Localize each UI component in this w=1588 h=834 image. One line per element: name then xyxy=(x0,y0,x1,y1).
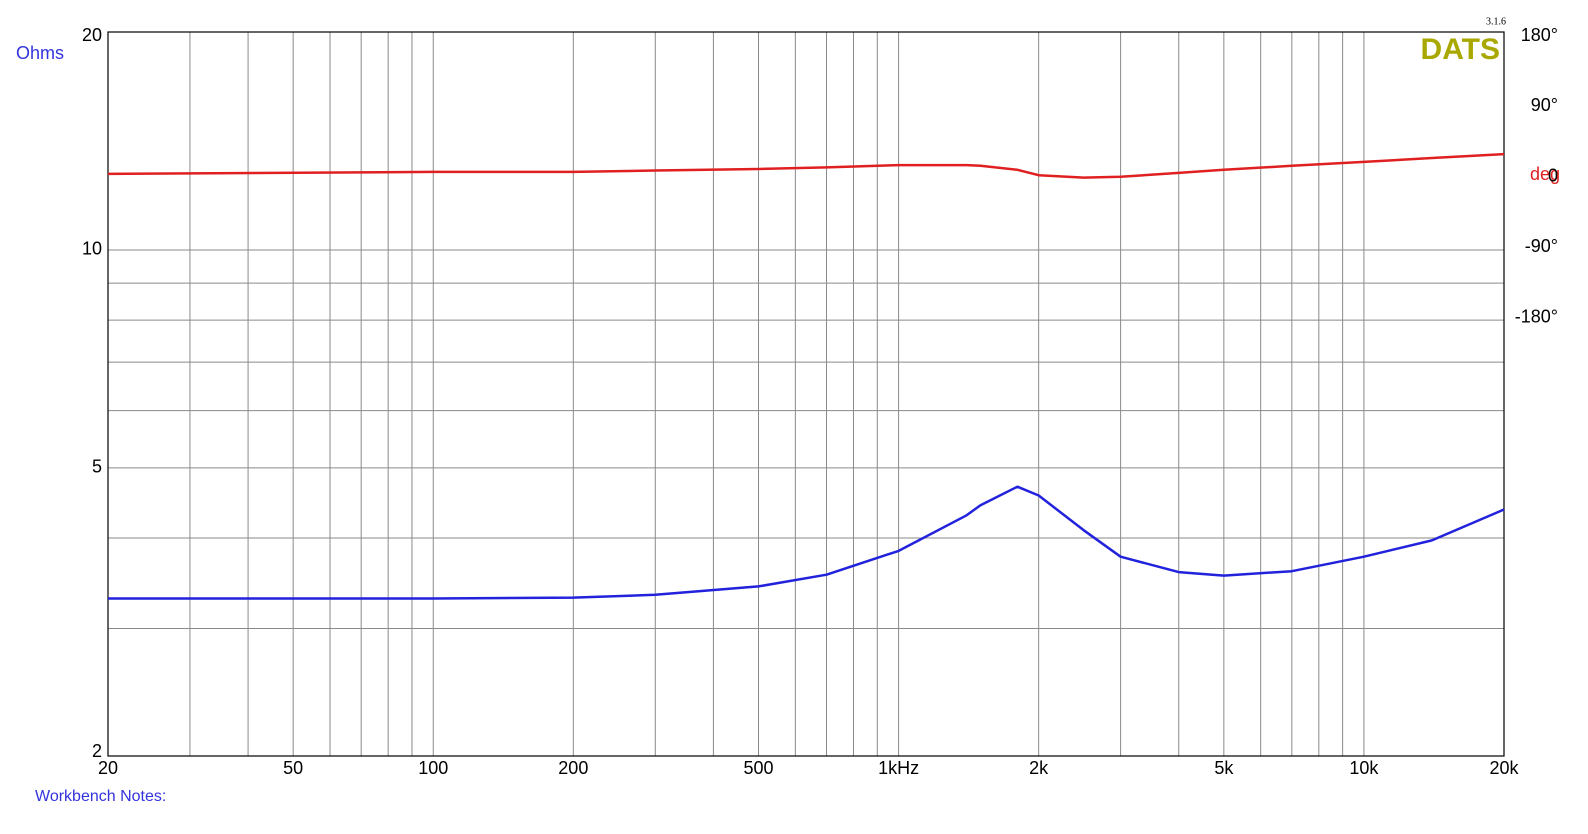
y2-tick-label: 0 xyxy=(1548,166,1558,186)
x-tick-label: 50 xyxy=(283,758,303,778)
y2-tick-label: 180° xyxy=(1521,25,1558,45)
plot-border xyxy=(107,31,1505,757)
y-tick-label: 10 xyxy=(82,239,102,259)
x-tick-label: 20k xyxy=(1489,758,1519,778)
y-tick-label: 5 xyxy=(92,457,102,477)
y-axis-label: Ohms xyxy=(16,43,64,63)
x-tick-label: 5k xyxy=(1214,758,1234,778)
x-tick-label: 100 xyxy=(418,758,448,778)
notes-label: Workbench Notes: xyxy=(35,788,166,805)
y2-tick-label: 90° xyxy=(1531,95,1558,115)
data-line xyxy=(108,485,1505,600)
x-tick-label: 500 xyxy=(743,758,773,778)
y2-tick-label: -180° xyxy=(1515,307,1558,327)
version: 3.1.6 xyxy=(1486,16,1506,27)
data-line xyxy=(107,152,1505,179)
y-tick-label: 20 xyxy=(82,25,102,45)
brand: DATS xyxy=(1421,33,1500,66)
x-tick-label: 20 xyxy=(98,758,118,778)
x-tick-label: 2k xyxy=(1029,758,1049,778)
y-tick-label: 2 xyxy=(92,741,102,761)
x-tick-label: 1kHz xyxy=(878,758,919,778)
y2-axis-label: deg xyxy=(1530,164,1560,184)
x-tick-label: 200 xyxy=(558,758,588,778)
x-tick-label: 10k xyxy=(1349,758,1379,778)
y2-tick-label: -90° xyxy=(1525,236,1558,256)
